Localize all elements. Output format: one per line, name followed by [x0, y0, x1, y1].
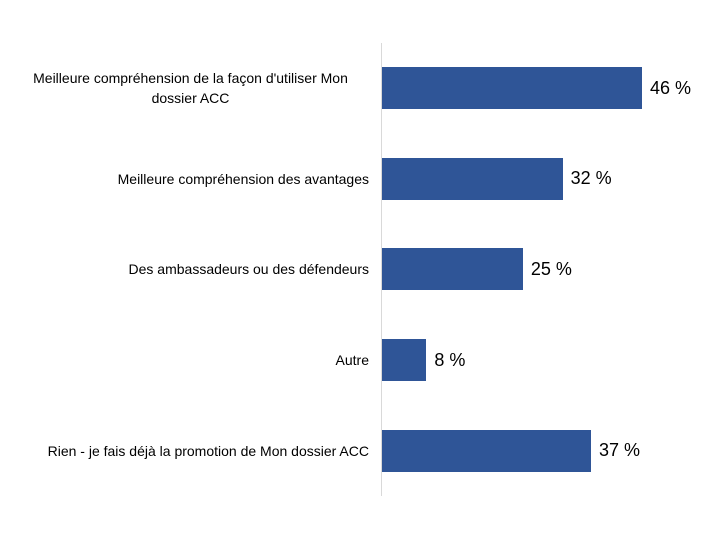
category-label-cell: Meilleure compréhension de la façon d'ut…	[0, 68, 381, 109]
category-label: Autre	[335, 351, 369, 368]
category-axis-line	[381, 43, 382, 496]
bar-area: 32 %	[381, 134, 720, 225]
bar-row: Meilleure compréhension des avantages 32 …	[0, 134, 720, 225]
bar	[381, 248, 523, 291]
category-label: Meilleure compréhension de la façon d'ut…	[33, 70, 348, 107]
bar	[381, 339, 427, 382]
bar-area: 25 %	[381, 224, 720, 315]
category-label: Rien - je fais déjà la promotion de Mon …	[47, 442, 369, 459]
value-label: 46 %	[650, 77, 692, 98]
value-label: 32 %	[570, 168, 612, 189]
category-label: Des ambassadeurs ou des défendeurs	[128, 261, 369, 278]
category-label-cell: Rien - je fais déjà la promotion de Mon …	[0, 441, 381, 461]
value-label: 25 %	[530, 258, 572, 279]
plot-area: Meilleure compréhension de la façon d'ut…	[0, 43, 720, 496]
bar-row: Autre 8 %	[0, 315, 720, 406]
category-label: Meilleure compréhension des avantages	[117, 170, 369, 187]
value-label: 37 %	[598, 440, 640, 461]
bar-row: Rien - je fais déjà la promotion de Mon …	[0, 405, 720, 496]
bar-chart: Meilleure compréhension de la façon d'ut…	[0, 43, 720, 496]
bar-area: 37 %	[381, 405, 720, 496]
bar	[381, 429, 591, 472]
bar-area: 46 %	[381, 43, 720, 134]
bar	[381, 67, 642, 110]
value-label: 8 %	[434, 349, 466, 370]
category-label-cell: Autre	[0, 350, 381, 370]
bar	[381, 157, 563, 200]
bar-area: 8 %	[381, 315, 720, 406]
bar-row: Des ambassadeurs ou des défendeurs 25 %	[0, 224, 720, 315]
bar-row: Meilleure compréhension de la façon d'ut…	[0, 43, 720, 134]
category-label-cell: Meilleure compréhension des avantages	[0, 169, 381, 189]
category-label-cell: Des ambassadeurs ou des défendeurs	[0, 259, 381, 279]
